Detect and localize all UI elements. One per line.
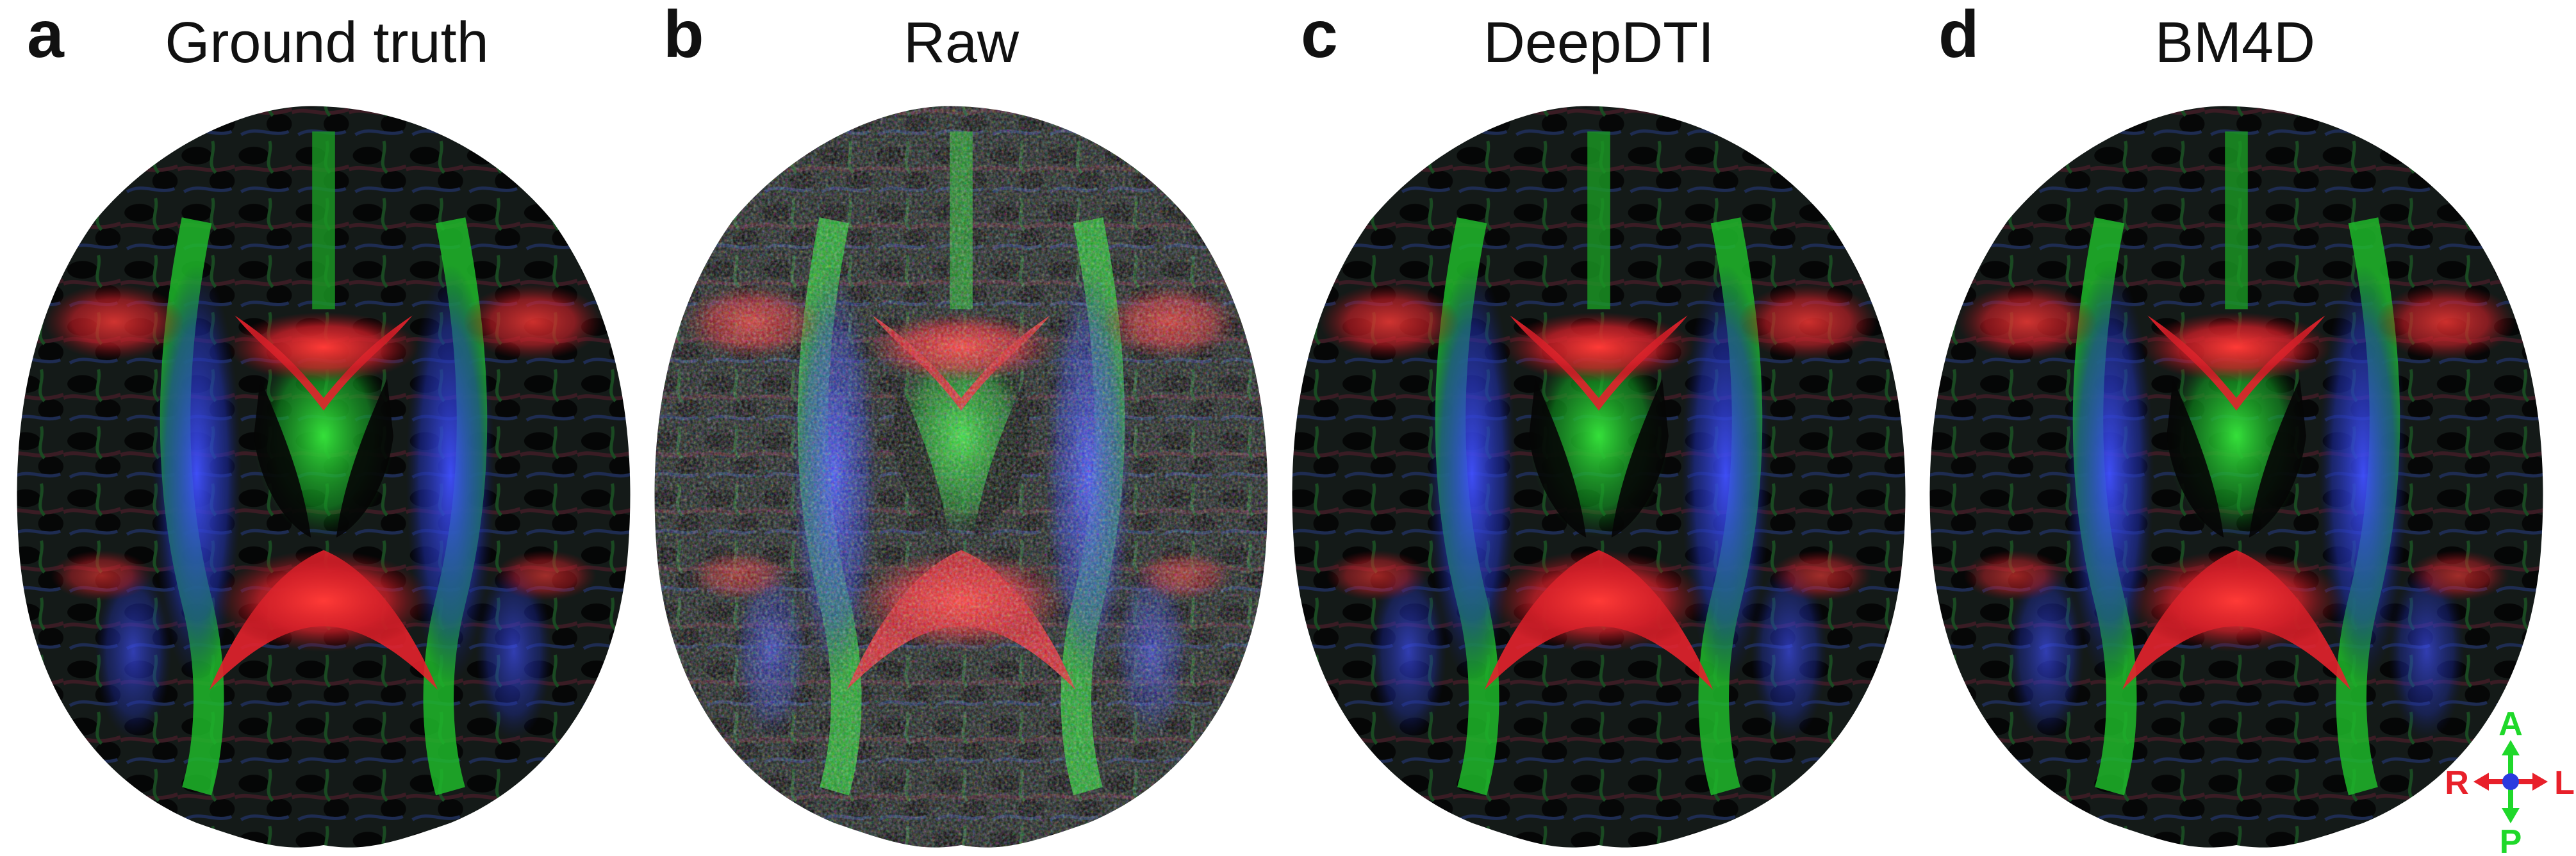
orientation-left-arrowhead xyxy=(2532,773,2548,791)
red-frontal-left xyxy=(463,283,603,360)
panel-title-b: Raw xyxy=(903,11,1020,75)
orientation-down-arrowhead xyxy=(2502,808,2520,823)
orientation-left-label: L xyxy=(2554,764,2575,802)
red-frontal-right xyxy=(1957,283,2097,360)
splenium-glow xyxy=(2128,550,2345,652)
red-frontal-left xyxy=(2375,283,2516,360)
blue-posterior-left xyxy=(1751,563,1828,741)
ventricle-right xyxy=(2167,379,2224,538)
genu-glow xyxy=(228,312,419,383)
red-frontal-left xyxy=(1738,283,1878,360)
orientation-right-arrowhead xyxy=(2473,773,2489,791)
red-frontal-right xyxy=(44,283,185,360)
red-lateral-right xyxy=(51,550,153,601)
blue-posterior-right xyxy=(1370,563,1447,741)
brain-dti-image-a xyxy=(17,106,631,848)
blue-tract-right xyxy=(152,265,242,684)
orientation-posterior-label: P xyxy=(2500,823,2522,855)
orientation-indicator: A R L P xyxy=(2447,708,2575,855)
panel-title-a: Ground truth xyxy=(165,11,489,75)
blue-posterior-left xyxy=(2388,563,2465,741)
red-frontal-right xyxy=(1319,283,1460,360)
panel-letter-b: b xyxy=(663,0,704,72)
blue-tract-right xyxy=(1427,265,1517,684)
ventricle-right xyxy=(1529,379,1587,538)
panel-letter-a: a xyxy=(27,0,64,72)
orientation-right-label: R xyxy=(2447,764,2469,802)
brain-dti-image-c xyxy=(1292,106,1906,848)
panel-letter-c: c xyxy=(1301,0,1338,72)
ventricle-right xyxy=(254,379,311,538)
red-lateral-right xyxy=(1326,550,1428,601)
brain-dti-image-b xyxy=(654,106,1268,848)
blue-tract-left xyxy=(406,265,495,684)
orientation-anterior-label: A xyxy=(2498,708,2523,743)
genu-glow xyxy=(1503,312,1694,383)
ventricle-left xyxy=(1611,379,1669,538)
splenium-glow xyxy=(1490,550,1707,652)
orientation-up-arrowhead xyxy=(2502,740,2520,755)
panel-title-d: BM4D xyxy=(2154,11,2316,75)
blue-tract-left xyxy=(1681,265,1771,684)
red-lateral-left xyxy=(2407,550,2509,601)
ventricle-left xyxy=(2249,379,2306,538)
orientation-center-dot xyxy=(2502,773,2519,790)
noise-overlay xyxy=(654,106,1268,848)
panel-title-c: DeepDTI xyxy=(1483,11,1715,75)
blue-tract-left xyxy=(2318,265,2408,684)
brain-dti-image-d xyxy=(1929,106,2543,848)
splenium-glow xyxy=(215,550,432,652)
ventricle-left xyxy=(336,379,393,538)
blue-posterior-right xyxy=(2008,563,2085,741)
blue-posterior-right xyxy=(95,563,172,741)
red-lateral-left xyxy=(1770,550,1872,601)
blue-tract-right xyxy=(2065,265,2154,684)
red-lateral-left xyxy=(495,550,597,601)
blue-posterior-left xyxy=(475,563,552,741)
red-lateral-right xyxy=(1963,550,2065,601)
panel-letter-d: d xyxy=(1938,0,1979,72)
genu-glow xyxy=(2141,312,2332,383)
